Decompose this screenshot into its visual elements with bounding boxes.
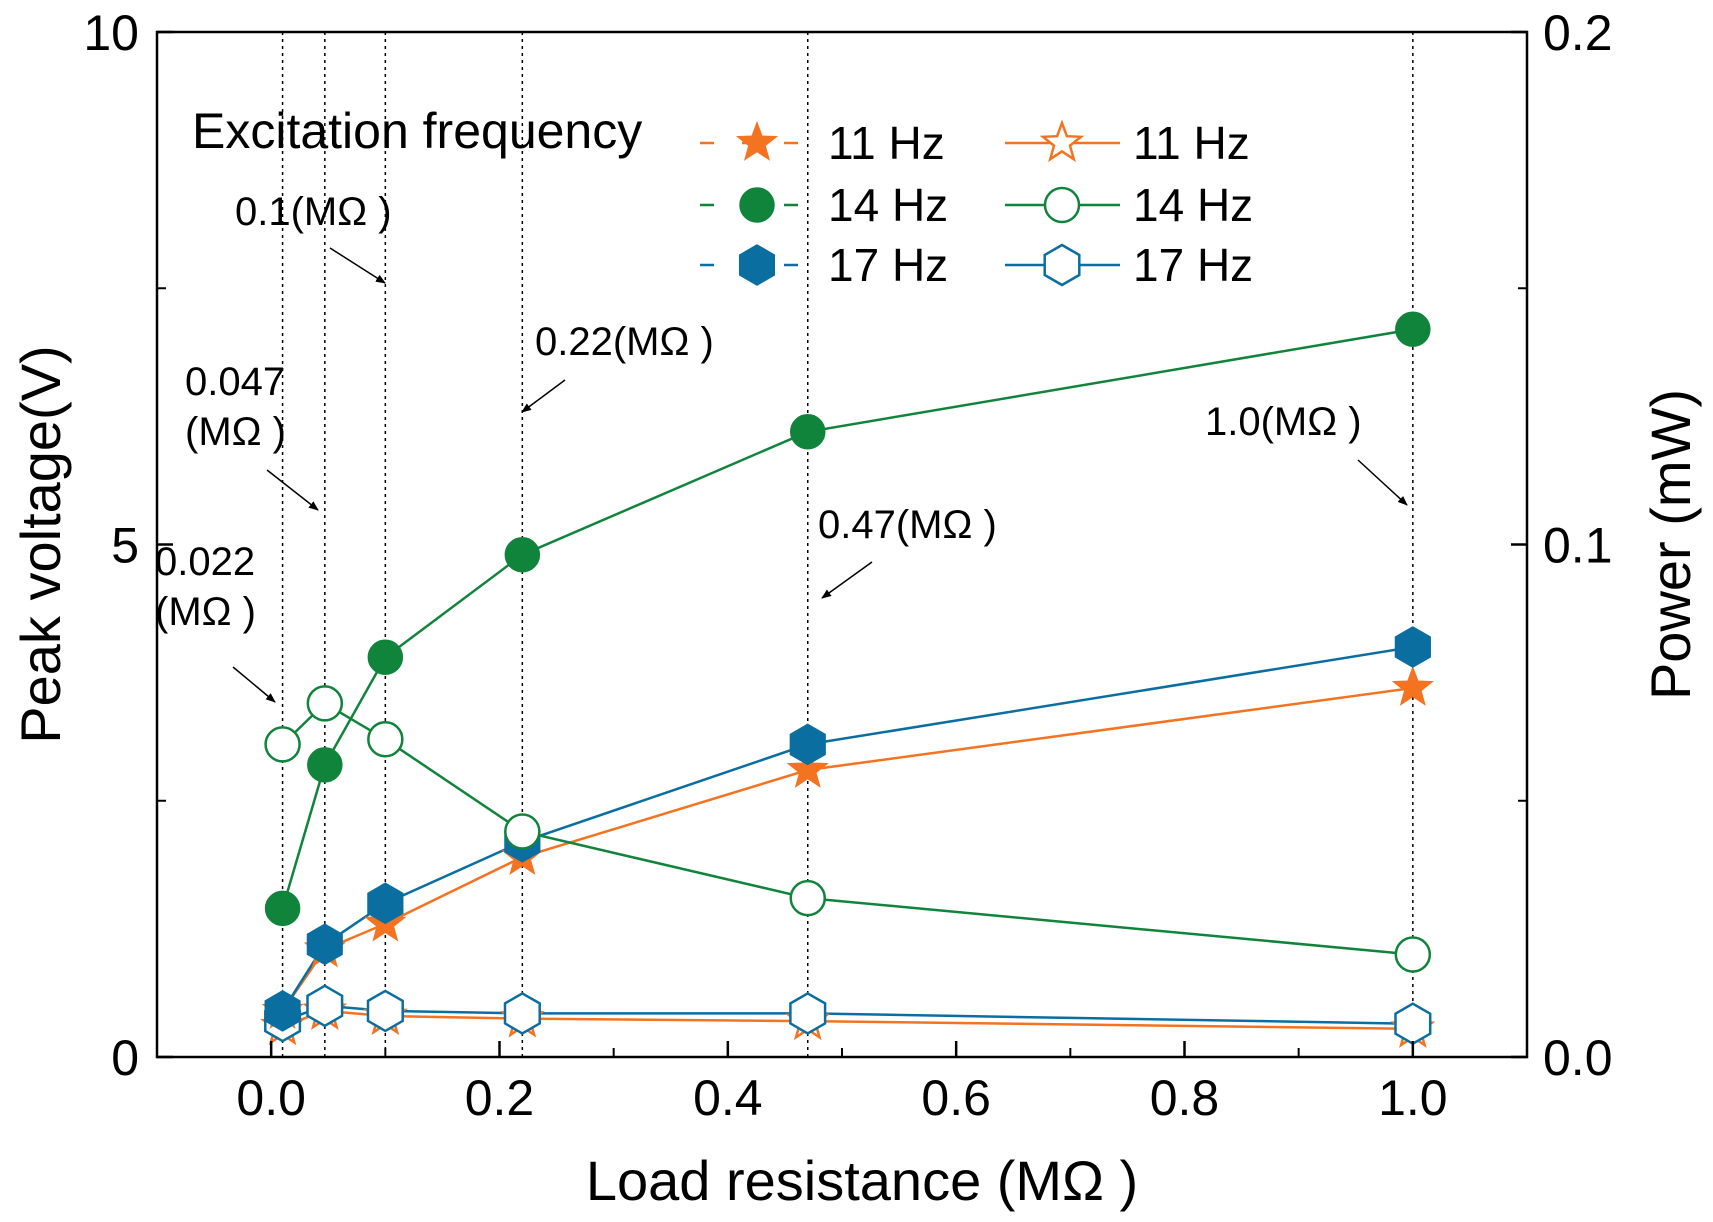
x-tick-label: 0.0 xyxy=(236,1070,306,1126)
series-line-hexagon-voltage xyxy=(281,645,1413,1012)
annotation-line: 0.1(MΩ ) xyxy=(235,190,392,234)
x-tick-label: 0.6 xyxy=(921,1070,991,1126)
annotation-arrow xyxy=(1357,459,1408,506)
data-point-circle-power xyxy=(504,813,541,850)
annotation-label: 0.047 (MΩ ) xyxy=(185,360,286,454)
data-point-circle-power xyxy=(264,726,301,763)
legend-label: 14 Hz xyxy=(1133,179,1253,231)
legend-marker-star xyxy=(735,120,779,161)
data-point-hexagon-power xyxy=(789,991,827,1035)
y-axis-right-title: Power (mW) xyxy=(1639,389,1702,700)
data-point-circle-power xyxy=(306,685,344,722)
legend-marker-star xyxy=(1039,119,1085,163)
legend: Excitation frequency 11 Hz 14 Hz 17 Hz 11 H… xyxy=(192,103,1253,291)
data-point-circle-power xyxy=(789,879,826,917)
annotation-line: (MΩ ) xyxy=(155,590,256,634)
annotation-label: 0.1(MΩ ) xyxy=(235,190,392,234)
legend-label: 11 Hz xyxy=(1133,117,1250,169)
data-point-circle-power xyxy=(367,721,404,758)
data-point-hexagon-voltage xyxy=(1394,626,1431,668)
annotations: 0.022 (MΩ ) 0.047 (MΩ ) 0.1(MΩ ) 0.22(MΩ ) 0.4… xyxy=(155,190,1408,703)
series-line-star-voltage xyxy=(281,686,1413,1012)
annotation-line: 0.047 xyxy=(185,360,285,404)
annotation-label: 0.022 (MΩ ) xyxy=(155,540,256,634)
data-point-hexagon-voltage xyxy=(306,923,343,966)
annotation-arrow xyxy=(521,379,566,413)
series-line-circle-power xyxy=(281,701,1413,956)
annotation-line: 1.0(MΩ ) xyxy=(1205,400,1362,444)
x-tick-label: 0.4 xyxy=(693,1070,763,1126)
legend-label: 17 Hz xyxy=(1133,239,1253,291)
data-point-hexagon-power xyxy=(503,991,541,1035)
y-left-tick-label: 10 xyxy=(83,5,139,61)
annotation-label: 1.0(MΩ ) xyxy=(1205,400,1362,444)
y-right-tick-label: 0.0 xyxy=(1543,1030,1613,1086)
data-point-star-voltage xyxy=(1391,665,1434,706)
series-layer xyxy=(260,311,1436,1048)
data-point-circle-voltage xyxy=(264,890,301,927)
data-point-circle-voltage xyxy=(504,537,541,573)
data-point-circle-voltage xyxy=(790,414,826,450)
x-tick-label: 0.2 xyxy=(465,1070,535,1126)
legend-marker-hexagon xyxy=(1043,243,1081,287)
y-axis-left-title: Peak voltage(V) xyxy=(9,345,72,743)
y-right-tick-label: 0.1 xyxy=(1543,518,1613,574)
legend-label: 11 Hz xyxy=(828,117,945,169)
annotation-arrow xyxy=(821,561,873,599)
data-point-circle-voltage xyxy=(367,639,404,675)
annotation-line: 0.022 xyxy=(155,540,255,584)
annotation-label: 0.47(MΩ ) xyxy=(818,503,997,547)
annotation-line: 0.47(MΩ ) xyxy=(818,503,997,547)
annotation-line: (MΩ ) xyxy=(185,410,286,454)
series-line-circle-voltage xyxy=(281,328,1414,909)
data-point-hexagon-voltage xyxy=(789,723,826,766)
y-left-tick-label: 0 xyxy=(111,1030,139,1086)
data-point-circle-voltage xyxy=(307,747,343,783)
y-right-tick-label: 0.2 xyxy=(1543,5,1613,61)
annotation-arrow xyxy=(266,469,319,511)
y-left-tick-label: 5 xyxy=(111,518,139,574)
data-point-hexagon-power xyxy=(1394,1002,1432,1046)
data-point-hexagon-voltage xyxy=(264,990,301,1032)
x-tick-label: 0.8 xyxy=(1150,1070,1220,1126)
legend-marker-circle xyxy=(1043,186,1081,224)
annotation-label: 0.22(MΩ ) xyxy=(535,320,714,364)
annotation-line: 0.22(MΩ ) xyxy=(535,320,714,364)
x-tick-label: 1.0 xyxy=(1378,1070,1448,1126)
legend-label: 14 Hz xyxy=(828,179,948,231)
data-point-star-voltage xyxy=(786,747,829,788)
data-point-hexagon-power xyxy=(366,989,404,1033)
legend-title: Excitation frequency xyxy=(192,103,642,159)
legend-marker-hexagon xyxy=(738,244,776,286)
ticks: 0.0 0.2 0.4 0.6 0.8 1.0 0 5 10 0.0 0.1 0.2 xyxy=(83,5,1612,1126)
annotation-arrow xyxy=(232,666,276,703)
reference-lines xyxy=(281,32,1414,1057)
data-point-hexagon-power xyxy=(306,984,344,1028)
x-axis-title: Load resistance (MΩ ) xyxy=(586,1149,1138,1212)
data-point-hexagon-voltage xyxy=(367,882,404,925)
annotation-arrow xyxy=(329,247,386,284)
data-point-circle-voltage xyxy=(1395,311,1431,347)
legend-marker-circle xyxy=(739,187,775,223)
data-point-circle-power xyxy=(1394,936,1432,973)
legend-label: 17 Hz xyxy=(828,239,948,291)
